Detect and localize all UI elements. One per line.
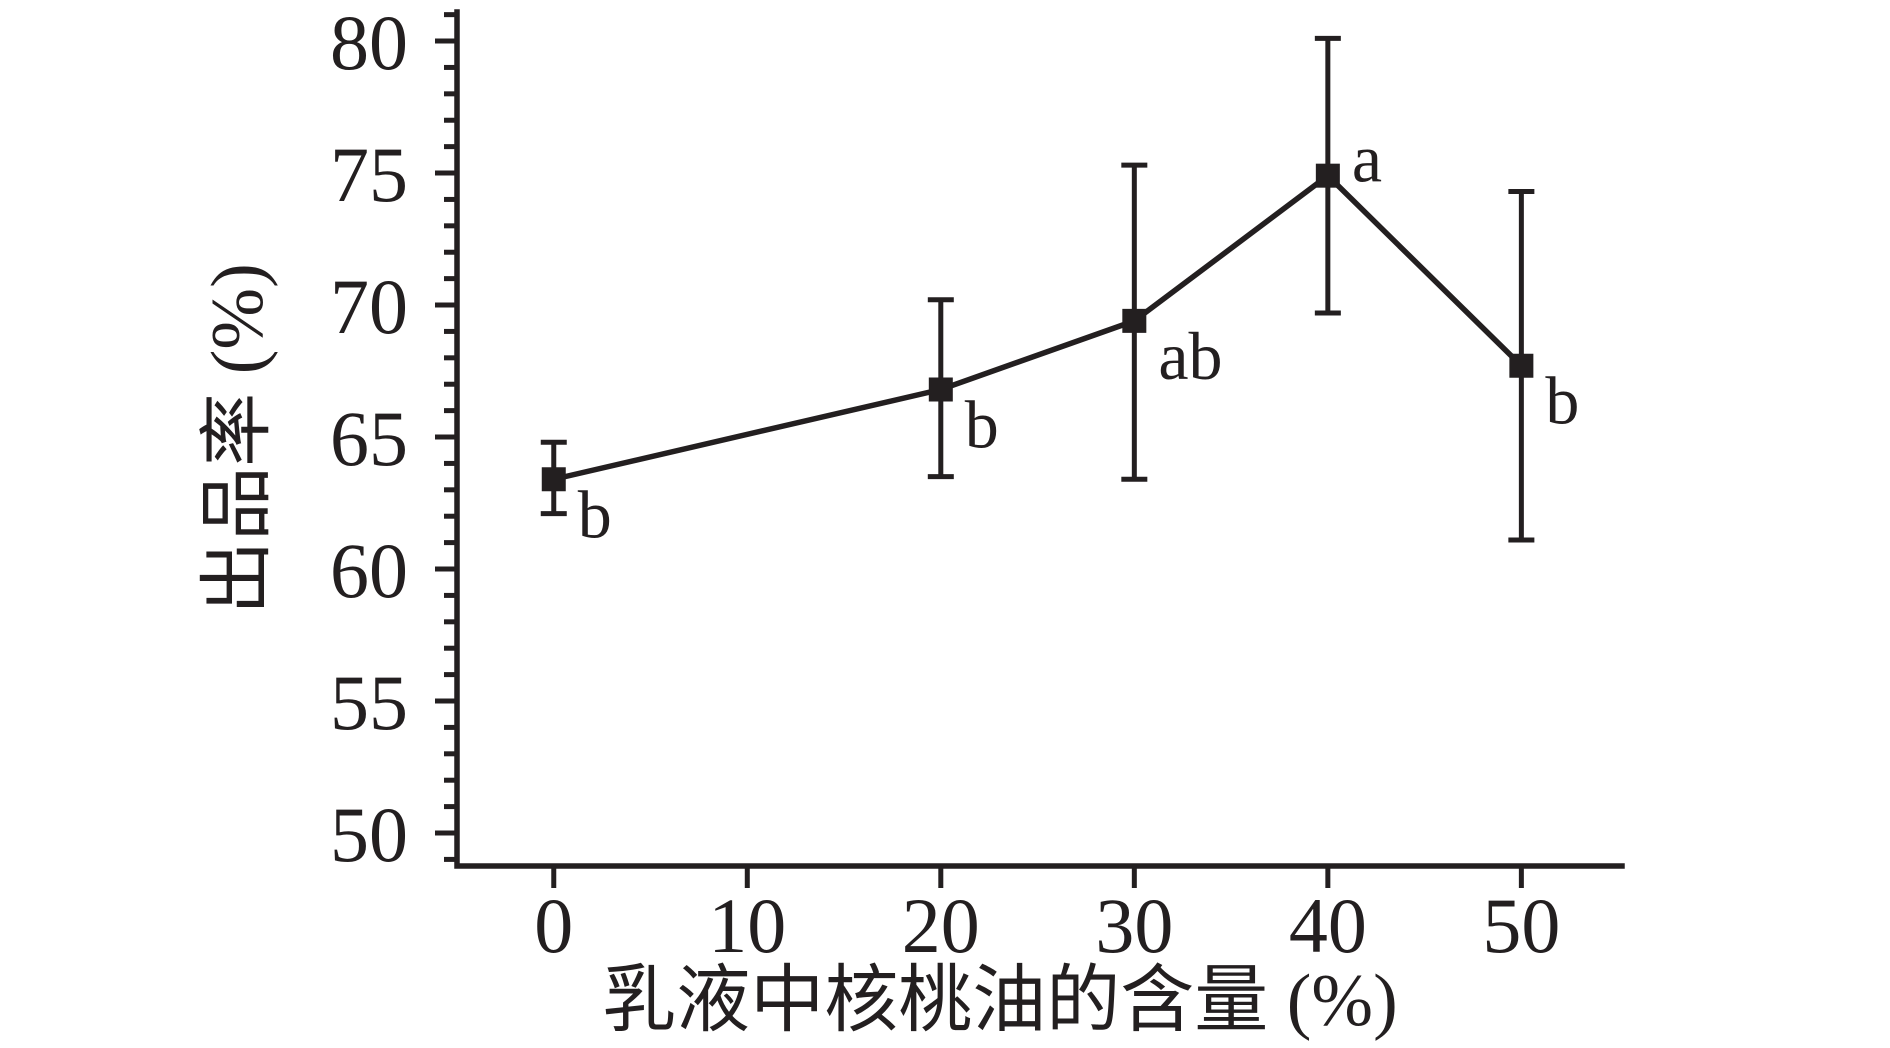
x-tick-label: 0 <box>534 882 573 969</box>
y-tick-label: 70 <box>330 263 408 350</box>
data-point-marker <box>541 467 566 492</box>
x-tick-label: 30 <box>1095 882 1173 969</box>
significance-label: b <box>1545 363 1579 439</box>
y-tick-label: 75 <box>330 131 408 218</box>
significance-label: a <box>1352 121 1382 197</box>
data-point-marker <box>1122 308 1147 333</box>
x-axis-title: 乳液中核桃油的含量 (%) <box>602 960 1397 1042</box>
y-tick-label: 50 <box>330 791 408 878</box>
data-point-marker <box>1509 353 1534 378</box>
y-tick-label: 65 <box>330 395 408 482</box>
y-axis-title: 出品率 (%) <box>197 263 279 614</box>
y-tick-label: 80 <box>330 0 408 86</box>
y-tick-label: 60 <box>330 527 408 614</box>
x-tick-label: 40 <box>1289 882 1367 969</box>
y-tick-label: 55 <box>330 659 408 746</box>
data-point-marker <box>928 377 953 402</box>
x-tick-label: 20 <box>902 882 980 969</box>
significance-label: b <box>578 476 612 552</box>
x-tick-label: 10 <box>708 882 786 969</box>
axes-frame <box>454 9 1625 869</box>
significance-label: b <box>965 387 999 463</box>
x-tick-label: 50 <box>1482 882 1560 969</box>
significance-label: ab <box>1158 318 1222 394</box>
series-line <box>553 172 1524 482</box>
data-point-marker <box>1315 163 1340 188</box>
